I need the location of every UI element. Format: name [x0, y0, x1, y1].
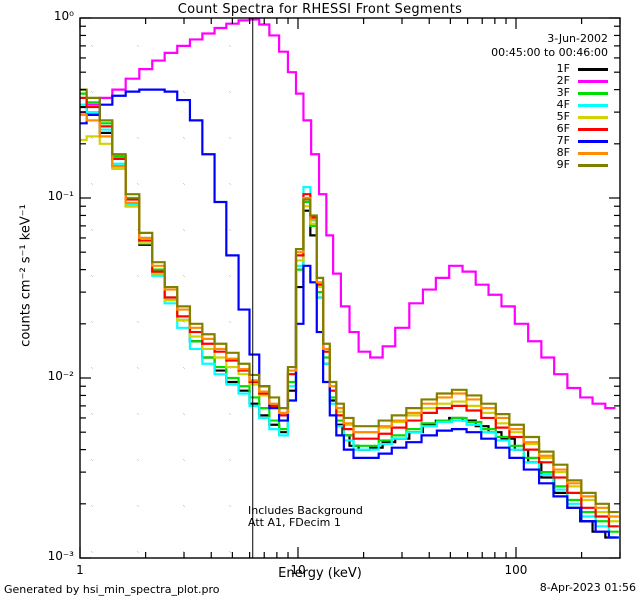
legend-swatch-1f: [578, 68, 608, 71]
annotation-attenuator-state: Att A1, FDecim 1: [248, 516, 341, 529]
legend-label-6f: 6F: [556, 122, 570, 135]
legend-label-3f: 3F: [556, 86, 570, 99]
y-tick-label: 10⁻³: [47, 549, 74, 563]
legend-swatch-6f: [578, 128, 608, 131]
legend-label-8f: 8F: [556, 146, 570, 159]
legend-label-9f: 9F: [556, 158, 570, 171]
legend-swatch-8f: [578, 152, 608, 155]
legend-swatch-4f: [578, 104, 608, 107]
footer-generator-label: Generated by hsi_min_spectra_plot.pro: [4, 583, 220, 596]
legend-label-4f: 4F: [556, 98, 570, 111]
annotation-includes-background: Includes Background: [248, 504, 363, 517]
legend-swatch-5f: [578, 116, 608, 119]
y-tick-label: 10⁻²: [47, 369, 74, 383]
spectra-series-layer: [80, 18, 619, 539]
y-tick-label: 10⁻¹: [47, 189, 74, 203]
x-axis-title: Energy (keV): [278, 566, 362, 581]
footer-timestamp-label: 8-Apr-2023 01:56: [539, 581, 636, 594]
legend-swatch-7f: [578, 140, 608, 143]
legend-swatch-3f: [578, 92, 608, 95]
observation-date-label: 3-Jun-2002: [547, 32, 608, 45]
page-title: Count Spectra for RHESSI Front Segments: [177, 2, 463, 17]
x-tick-label: 10: [290, 563, 306, 577]
legend-swatch-2f: [578, 80, 608, 83]
legend-label-5f: 5F: [556, 110, 570, 123]
legend-swatch-9f: [578, 164, 608, 167]
x-tick-label: 1: [76, 563, 84, 577]
plot-axes: [79, 17, 621, 559]
x-tick-label: 100: [504, 563, 528, 577]
legend-label-1f: 1F: [556, 62, 570, 75]
legend-label-7f: 7F: [556, 134, 570, 147]
observation-time-range-label: 00:45:00 to 00:46:00: [491, 46, 608, 59]
legend-label-2f: 2F: [556, 74, 570, 87]
y-tick-label: 10⁰: [53, 9, 74, 23]
